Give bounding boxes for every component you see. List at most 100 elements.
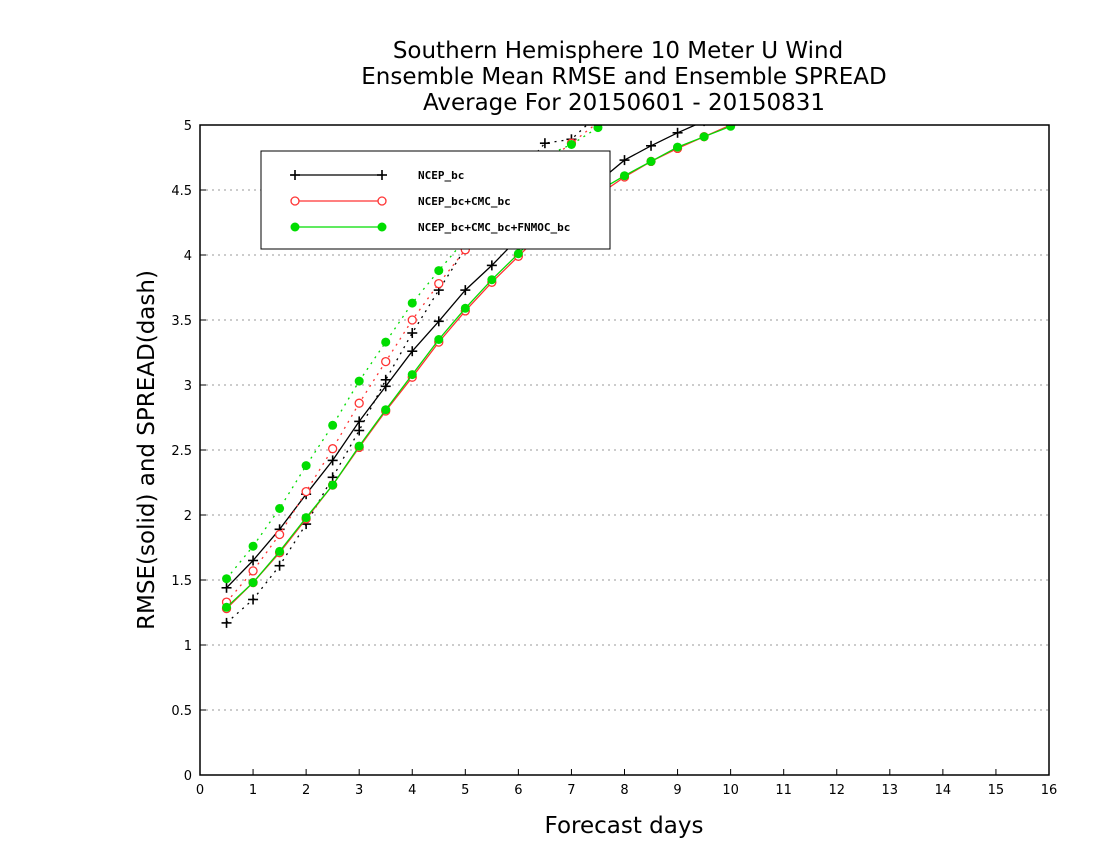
series-2-spread-point-0: [222, 574, 232, 584]
chart-title-line-1: Southern Hemisphere 10 Meter U Wind: [393, 38, 843, 64]
x-tick-label-2: 2: [302, 783, 310, 798]
series-0-rmse-point-1: [248, 555, 259, 566]
legend-marker-right-2: [377, 222, 387, 232]
y-axis-label: RMSE(solid) and SPREAD(dash): [134, 270, 160, 630]
legend: NCEP_bc NCEP_bc+CMC_bc NCEP_bc+CMC_bc+FNMO…: [260, 150, 611, 250]
series-0-rmse-point-9: [460, 285, 471, 296]
series-0-spread-point-7: [407, 328, 418, 338]
x-tick-label-0: 0: [196, 783, 204, 798]
legend-marker-right-0: [377, 170, 387, 180]
series-2-spread-point-3: [301, 461, 311, 471]
x-tick-label-15: 15: [988, 783, 1005, 798]
series-0-rmse-point-15: [619, 155, 630, 166]
series-2-rmse-point-9: [460, 303, 470, 313]
legend-label-0: NCEP_bc: [418, 169, 464, 182]
y-tick-label-5: 2.5: [171, 444, 192, 459]
series-2-spread-point-6: [381, 337, 391, 347]
x-tick-label-5: 5: [461, 783, 469, 798]
x-tick-label-12: 12: [828, 783, 845, 798]
legend-box: [260, 150, 611, 250]
legend-label-2: NCEP_bc+CMC_bc+FNMOC_bc: [418, 221, 570, 234]
series-2-rmse-point-8: [434, 335, 444, 344]
series-0-rmse-point-5: [354, 416, 365, 427]
series-2-spread-point-4: [328, 420, 338, 430]
series-2-spread-point-1: [248, 541, 258, 551]
legend-item-1: NCEP_bc+CMC_bc: [290, 195, 511, 208]
axis-ticks: 0 1 2 3 4 5 6 7 8 9 10 11 12 13 14 15 1600.511.522.533.5…: [171, 119, 1057, 798]
series-2-spread-point-14: [593, 125, 603, 133]
x-tick-label-6: 6: [514, 783, 522, 798]
series-0-rmse-point-4: [327, 455, 338, 466]
x-tick-label-8: 8: [620, 783, 628, 798]
y-tick-label-3: 1.5: [171, 574, 192, 589]
series-0-rmse-point-17: [672, 127, 683, 138]
series-2-rmse-line: [226, 125, 731, 608]
series-2-rmse-point-4: [328, 480, 338, 490]
x-tick-label-16: 16: [1041, 783, 1058, 798]
series-2-rmse-point-19: [726, 125, 736, 131]
series-0-spread-point-12: [539, 138, 550, 149]
series-1-spread-point-8: [434, 278, 444, 289]
y-tick-label-1: 0.5: [171, 704, 192, 719]
series-2-rmse-point-11: [513, 249, 523, 259]
series-2-rmse-point-15: [620, 171, 629, 181]
x-tick-label-9: 9: [673, 783, 681, 798]
x-tick-label-7: 7: [567, 783, 575, 798]
chart-title-line-2: Ensemble Mean RMSE and Ensemble SPREAD: [361, 64, 886, 90]
x-axis-label: Forecast days: [545, 813, 704, 839]
series-0-rmse-point-6: [380, 381, 391, 392]
series-1-spread-point-3: [301, 486, 311, 497]
series-1-spread-point-4: [328, 444, 338, 454]
series-2-rmse-point-16: [646, 156, 656, 166]
y-tick-label-9: 4.5: [171, 184, 192, 199]
series-0-spread-point-1: [248, 594, 259, 605]
series-1-spread-point-5: [354, 398, 364, 408]
y-tick-label-6: 3: [184, 379, 192, 394]
series-0-rmse-point-16: [646, 140, 657, 151]
series-0-spread-line: [226, 125, 588, 624]
series-2-rmse-point-10: [487, 275, 497, 285]
series-0-rmse-point-0: [221, 582, 232, 593]
series-2-rmse-point-6: [381, 405, 391, 415]
x-tick-label-14: 14: [935, 783, 952, 798]
grid: [200, 189, 1049, 711]
legend-label-1: NCEP_bc+CMC_bc: [418, 195, 511, 208]
x-tick-label-1: 1: [249, 783, 257, 798]
chart-title-line-3: Average For 20150601 - 20150831: [423, 90, 825, 116]
legend-marker-left-0: [290, 170, 300, 180]
series-0-rmse-point-7: [407, 346, 418, 357]
series-2-rmse-point-7: [407, 370, 417, 380]
x-tick-label-13: 13: [882, 783, 899, 798]
series-2-spread-line: [226, 125, 603, 580]
series-2-rmse-point-3: [301, 513, 311, 523]
series-2-spread-point-7: [407, 298, 417, 308]
series-1: [221, 125, 736, 614]
x-tick-label-3: 3: [355, 783, 363, 798]
series-2-rmse-point-2: [275, 546, 285, 556]
legend-marker-left-2: [290, 222, 300, 232]
y-tick-label-0: 0: [184, 769, 192, 784]
series-2-spread-point-8: [434, 266, 444, 276]
legend-item-2: NCEP_bc+CMC_bc+FNMOC_bc: [290, 221, 570, 234]
series-0-rmse-point-8: [433, 316, 444, 327]
legend-marker-right-1: [377, 196, 387, 206]
x-tick-label-4: 4: [408, 783, 416, 798]
y-tick-label-2: 1: [184, 639, 192, 654]
series-1-spread-point-6: [381, 356, 391, 367]
series-2-rmse-point-18: [699, 132, 709, 142]
legend-item-0: NCEP_bc: [290, 169, 464, 182]
series-2-rmse-point-5: [354, 441, 364, 451]
series-0-spread-point-5: [354, 425, 365, 436]
series-0-rmse-point-10: [486, 260, 497, 271]
y-tick-label-7: 3.5: [171, 314, 192, 329]
y-tick-label-4: 2: [184, 509, 192, 524]
y-tick-label-10: 5: [184, 119, 192, 134]
series-0-rmse-line: [226, 125, 697, 589]
series-2-rmse-point-17: [673, 142, 683, 152]
series-1-spread-point-2: [274, 529, 285, 540]
series-0-spread-point-2: [274, 560, 285, 571]
y-tick-label-8: 4: [184, 249, 192, 264]
series-0-spread-point-0: [221, 617, 232, 628]
series-2-spread-point-5: [354, 376, 364, 386]
